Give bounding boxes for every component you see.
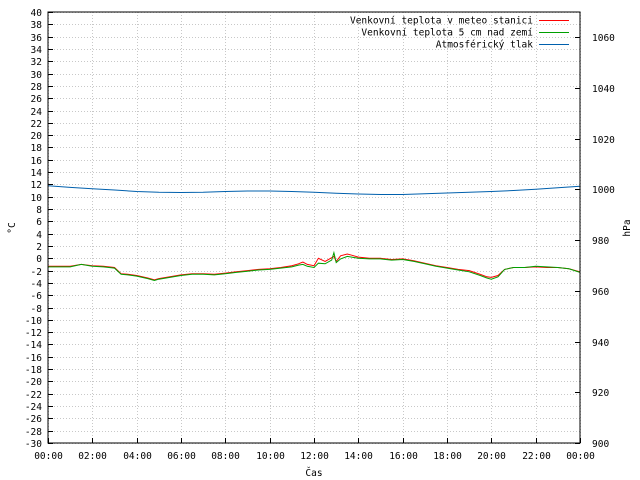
y-left-tick-label: -2	[31, 267, 42, 278]
x-tick-label: 04:00	[123, 451, 152, 462]
x-tick-label: 22:00	[522, 451, 551, 462]
y-left-tick-label: -24	[25, 402, 42, 413]
y-left-tick-label: 12	[31, 180, 42, 191]
legend-label: Atmosférický tlak	[436, 40, 534, 51]
y-axis-label-left: °C	[7, 222, 18, 233]
series-layer	[47, 185, 581, 282]
y-left-tick-label: 24	[31, 107, 43, 118]
y-left-tick-label: 2	[36, 242, 42, 253]
x-tick-label: 18:00	[433, 451, 462, 462]
x-tick-label: 08:00	[211, 451, 240, 462]
y-left-tick-label: 16	[31, 156, 43, 167]
x-tick-label: 10:00	[256, 451, 285, 462]
y-left-tick-label: 8	[36, 205, 42, 216]
y-right-tick-label: 980	[592, 236, 609, 247]
legend-label: Venkovní teplota v meteo stanici	[350, 16, 533, 27]
x-tick-label: 02:00	[78, 451, 107, 462]
legend: Venkovní teplota v meteo staniciVenkovní…	[350, 16, 569, 51]
grid	[48, 12, 581, 444]
ticks	[48, 12, 581, 444]
y-left-tick-label: 26	[31, 94, 43, 105]
y-left-tick-label: 38	[31, 20, 43, 31]
y-right-tick-label: 1020	[592, 135, 615, 146]
y-right-tick-label: 1040	[592, 84, 615, 95]
y-left-tick-label: 34	[31, 45, 43, 56]
y-left-tick-label: -12	[25, 328, 42, 339]
y-left-tick-label: 0	[36, 254, 42, 265]
y-left-tick-label: 18	[31, 143, 43, 154]
y-left-tick-label: 28	[31, 82, 43, 93]
y-left-tick-label: -30	[25, 439, 42, 450]
y-right-tick-label: 1000	[592, 185, 615, 196]
y-left-tick-label: -18	[25, 365, 42, 376]
y-right-tick-label: 940	[592, 338, 609, 349]
x-tick-label: 00:00	[566, 451, 595, 462]
y-left-tick-label: 20	[31, 131, 43, 142]
legend-label: Venkovní teplota 5 cm nad zemí	[361, 28, 533, 39]
y-left-tick-label: 32	[31, 57, 42, 68]
x-tick-label: 12:00	[300, 451, 329, 462]
x-tick-label: 00:00	[34, 451, 63, 462]
y-right-tick-label: 920	[592, 388, 609, 399]
x-tick-label: 06:00	[167, 451, 196, 462]
y-left-tick-label: 22	[31, 119, 42, 130]
y-right-tick-label: 960	[592, 287, 609, 298]
y-left-tick-label: 14	[31, 168, 43, 179]
y-left-tick-label: -8	[31, 304, 43, 315]
y-left-tick-label: -22	[25, 390, 42, 401]
x-axis-label: Čas	[305, 467, 322, 479]
y-left-tick-label: -10	[25, 316, 42, 327]
y-axis-label-right: hPa	[622, 219, 633, 236]
y-left-tick-label: -16	[25, 353, 42, 364]
y-left-tick-label: 40	[31, 8, 43, 19]
x-tick-label: 14:00	[344, 451, 373, 462]
x-tick-label: 16:00	[389, 451, 418, 462]
y-left-tick-label: 10	[31, 193, 43, 204]
y-left-tick-label: -26	[25, 414, 42, 425]
y-left-tick-label: -6	[31, 291, 43, 302]
y-right-tick-label: 1060	[592, 33, 615, 44]
y-left-tick-label: 36	[31, 33, 43, 44]
series-line-1	[48, 250, 581, 282]
y-left-tick-label: 6	[36, 217, 42, 228]
x-tick-label: 20:00	[477, 451, 506, 462]
y-left-tick-label: -28	[25, 427, 42, 438]
series-line-0	[48, 253, 581, 281]
y-left-tick-label: 4	[36, 230, 42, 241]
y-left-tick-label: -4	[31, 279, 43, 290]
tick-labels: 4038363432302826242220181614121086420-2-…	[25, 8, 615, 462]
y-right-tick-label: 900	[592, 439, 609, 450]
series-line-2	[47, 185, 581, 195]
y-left-tick-label: -14	[25, 340, 42, 351]
y-left-tick-label: 30	[31, 70, 43, 81]
y-left-tick-label: -20	[25, 377, 42, 388]
